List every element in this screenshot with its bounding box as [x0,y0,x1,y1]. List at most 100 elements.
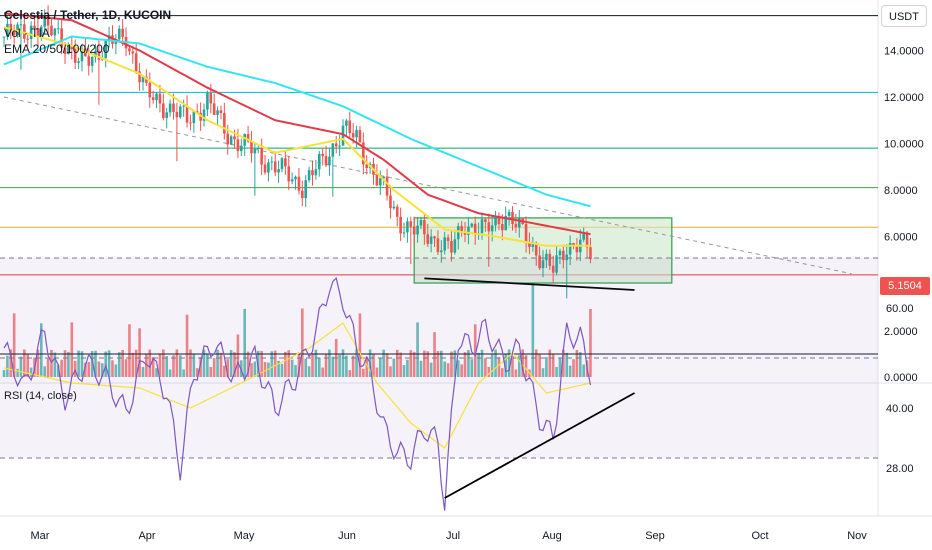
candle-body [229,136,233,145]
volume-bar [301,308,304,377]
rsi-ma-line [3,322,591,449]
volume-bar [53,352,57,377]
candle-body [67,45,70,55]
candle-body [12,30,16,36]
candle-body [382,176,385,179]
volume-bar [46,358,50,377]
volume-bar [19,356,23,377]
candle-body [531,243,535,247]
volume-bar [575,350,579,377]
candle-body [73,49,77,63]
candle-body [260,148,263,165]
volume-tick-label: 0.0000 [884,372,918,384]
volume-bar [111,360,114,377]
candle-body [297,176,301,191]
candle-body [56,28,60,30]
candle-body [355,130,358,138]
candle-body [504,215,508,231]
volume-bar [487,366,491,377]
candle-body [141,76,145,83]
candle-body [429,236,433,244]
volume-bar [568,365,572,377]
volume-bar [484,358,487,377]
volume-bar [287,350,291,377]
candle-body [572,242,575,246]
volume-bar [538,354,541,377]
candle-body [358,130,362,143]
candle-body [528,243,531,247]
candle-body [585,233,589,248]
candle-body [178,106,182,118]
volume-bar [494,349,497,377]
ema-line-0 [3,26,591,247]
volume-bar [189,349,192,377]
candle-body [16,24,19,36]
candle-body [399,216,402,234]
candle-body [341,125,345,146]
candle-body [402,232,406,234]
candle-body [148,82,152,98]
volume-bar [155,368,158,377]
volume-bar [375,367,379,377]
volume-bar [101,363,104,377]
volume-bar [182,369,185,377]
volume-bar [504,354,508,377]
volume-bar [77,350,80,377]
volume-bar [555,366,558,377]
volume-bar [236,334,240,377]
candle-body [565,254,569,261]
price-tick-label: 14.0000 [884,46,924,58]
support-trendline [424,277,635,291]
volume-bar [565,352,569,377]
volume-bar [524,355,528,377]
candle-body [121,28,124,37]
candle-body [277,169,280,173]
candle-body [301,190,304,199]
volume-bar [243,308,246,377]
volume-bar [416,322,419,377]
rsi-tick-label: 40.00 [886,403,914,415]
volume-bar [324,353,328,377]
volume-bar [277,360,280,377]
candle-body [348,120,352,134]
volume-bar [341,349,345,377]
candle-body [189,122,192,124]
time-tick-label: Aug [542,530,562,542]
candle-body [351,133,355,138]
candle-body [151,97,155,101]
candle-body [256,148,260,150]
volume-bar [87,362,91,377]
candle-body [223,113,226,134]
volume-bar [260,351,263,377]
candle-body [243,133,246,146]
candle-body [541,260,545,269]
rsi-line [3,276,592,511]
candle-body [195,111,199,113]
volume-bar [443,361,446,377]
volume-bar [450,351,453,377]
candle-body [416,225,419,235]
candle-body [202,109,206,121]
volume-bar [290,359,294,377]
volume-bar [365,356,369,377]
candle-body [534,243,538,256]
candle-body [250,141,253,154]
candle-body [484,219,487,223]
currency-button[interactable]: USDT [881,5,927,27]
candle-body [87,56,91,66]
volume-bar [12,313,16,377]
candle-body [412,226,416,235]
candle-body [311,170,314,176]
volume-bar [589,308,592,377]
volume-bar [223,365,226,377]
candle-body [378,178,382,186]
volume-bar [446,363,450,377]
volume-bar [511,356,514,377]
candle-body [145,76,148,83]
volume-bar [412,351,416,377]
volume-bar [138,328,141,377]
candle-body [450,240,453,253]
volume-bar [514,369,518,377]
candle-body [558,250,562,256]
